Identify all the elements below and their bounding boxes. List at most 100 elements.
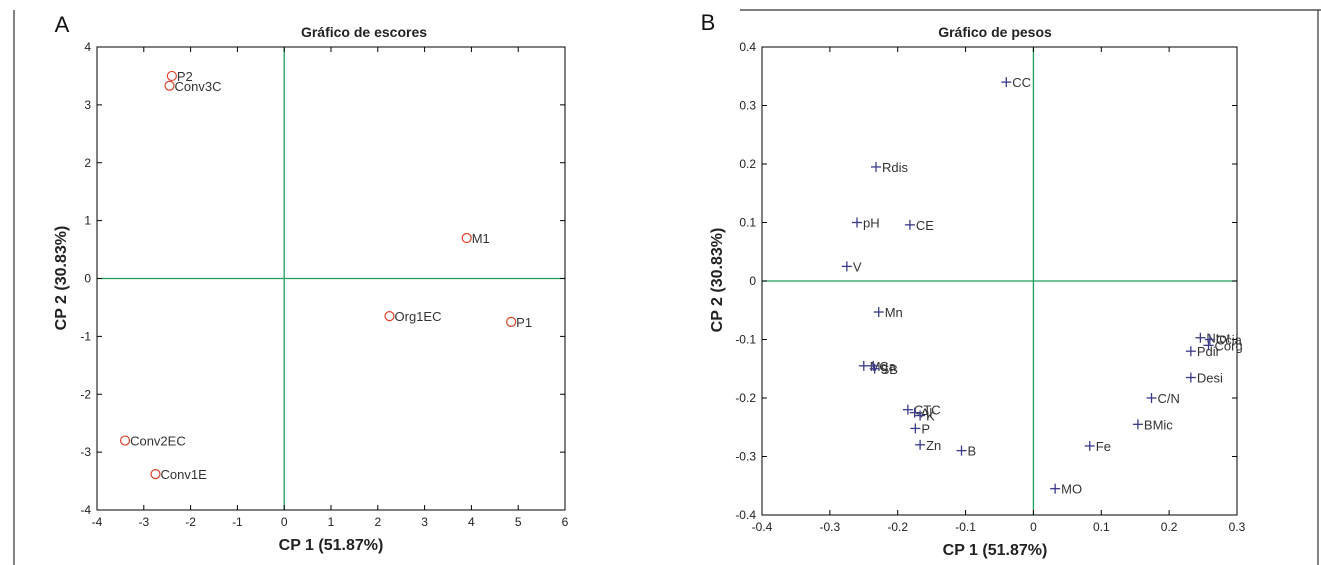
data-point-marker <box>166 70 177 82</box>
x-tick-label: 0.2 <box>1161 520 1178 534</box>
x-tick-label: 3 <box>421 515 428 529</box>
chart-title: Gráfico de escores <box>301 24 427 40</box>
x-tick-label: -4 <box>92 515 103 529</box>
y-tick-label: -0.4 <box>735 508 756 522</box>
data-point-label: Corg <box>1215 338 1243 353</box>
x-tick-label: 6 <box>562 515 569 529</box>
data-point-label: Pdir <box>1197 344 1221 359</box>
data-point-marker <box>1132 419 1143 430</box>
x-tick-label: -1 <box>232 515 243 529</box>
data-point-marker <box>915 410 926 421</box>
y-tick-label: 0.1 <box>739 216 756 230</box>
y-tick-label: -0.3 <box>735 450 756 464</box>
x-axis-label: CP 1 (51.87%) <box>943 542 1048 559</box>
data-point-label: Desi <box>1197 371 1223 386</box>
data-point-marker <box>1203 340 1214 351</box>
data-point-marker <box>1195 332 1206 343</box>
data-point-marker <box>1204 334 1215 345</box>
data-point-marker <box>871 161 881 172</box>
x-tick-label: 2 <box>374 515 381 529</box>
y-tick-label: 0 <box>749 274 756 288</box>
x-tick-label: 0.3 <box>1229 520 1246 534</box>
data-point-label: MO <box>1061 482 1082 497</box>
data-point-marker <box>902 404 913 415</box>
x-tick-label: 5 <box>515 515 522 529</box>
x-tick-label: -0.2 <box>887 520 908 534</box>
data-point-label: pH <box>863 216 880 231</box>
data-point-marker <box>873 307 884 318</box>
y-tick-label: 0.3 <box>739 99 756 113</box>
data-point-marker <box>915 439 926 450</box>
y-tick-label: -2 <box>80 387 91 401</box>
x-tick-label: -0.3 <box>820 520 841 534</box>
data-point-marker <box>150 469 161 480</box>
data-point-label: Org1EC <box>395 309 442 324</box>
data-point-marker <box>909 407 920 418</box>
data-point-marker <box>506 316 517 328</box>
data-point-marker <box>461 232 472 244</box>
x-tick-label: 4 <box>468 515 475 529</box>
data-point-label: Rdis <box>882 160 909 175</box>
x-tick-label: 1 <box>328 515 335 529</box>
y-tick-label: 2 <box>84 156 91 170</box>
y-tick-label: 4 <box>84 40 91 54</box>
data-point-label: Conv1E <box>161 467 208 482</box>
panel-label: A <box>55 12 70 37</box>
data-point-label: Ccia <box>1216 333 1243 348</box>
data-point-label: BMic <box>1144 417 1173 432</box>
x-tick-label: 0.1 <box>1093 520 1110 534</box>
data-point-marker <box>164 80 175 91</box>
data-point-marker <box>910 423 921 434</box>
y-tick-label: 3 <box>84 98 91 112</box>
y-tick-label: 0.4 <box>739 40 756 54</box>
data-point-marker <box>858 360 869 371</box>
data-point-label: Ca <box>879 359 896 374</box>
y-axis-label: CP 2 (30.83%) <box>709 228 726 333</box>
data-point-label: M1 <box>472 231 490 246</box>
data-point-marker <box>869 363 880 374</box>
x-tick-label: -0.4 <box>752 520 773 534</box>
data-point-label: P <box>921 421 930 436</box>
data-point-marker <box>956 445 967 456</box>
y-axis-label: CP 2 (30.83%) <box>53 226 70 331</box>
data-point-marker <box>1185 372 1196 383</box>
data-point-marker <box>1084 440 1095 451</box>
data-point-marker <box>841 261 852 272</box>
data-point-label: Al <box>921 406 933 421</box>
y-tick-label: 0.2 <box>739 157 756 171</box>
loading-plot-panel: -0.4 -0.3 -0.2 -0.1 0 0.1 0.2 0.3 -0.4 -0.3 -0.2 -0… <box>701 10 1246 559</box>
data-point-label: P1 <box>516 315 532 330</box>
data-point-label: Conv3C <box>175 79 222 94</box>
data-point-marker <box>119 435 131 446</box>
data-point-label: Ntot <box>1206 331 1230 346</box>
data-point-label: Mn <box>885 305 903 320</box>
data-point-label: Conv2EC <box>130 434 186 449</box>
data-point-label: P2 <box>177 69 193 84</box>
y-tick-label: -1 <box>80 329 91 343</box>
data-point-marker <box>904 219 915 230</box>
data-point-label: B <box>968 444 977 459</box>
data-point-label: C/N <box>1158 391 1180 406</box>
y-tick-label: 0 <box>84 272 91 286</box>
y-tick-label: -4 <box>80 503 91 517</box>
x-axis-label: CP 1 (51.87%) <box>279 537 384 554</box>
data-point-label: K <box>926 409 935 424</box>
x-tick-label: -2 <box>185 515 196 529</box>
data-point-marker <box>384 311 395 322</box>
data-point-label: CE <box>916 218 934 233</box>
data-point-label: Zn <box>926 438 941 453</box>
x-tick-label: -3 <box>138 515 149 529</box>
x-tick-label: -0.1 <box>955 520 976 534</box>
y-tick-label: -3 <box>80 445 91 459</box>
data-point-label: SB <box>881 362 898 377</box>
data-point-marker <box>1185 346 1196 357</box>
x-tick-label: 0 <box>1030 520 1037 534</box>
data-point-label: V <box>853 259 862 274</box>
data-point-marker <box>1001 77 1012 88</box>
data-point-marker <box>1146 393 1157 403</box>
chart-title: Gráfico de pesos <box>938 24 1052 40</box>
panel-label: B <box>701 10 716 35</box>
y-tick-label: -0.2 <box>735 391 756 405</box>
